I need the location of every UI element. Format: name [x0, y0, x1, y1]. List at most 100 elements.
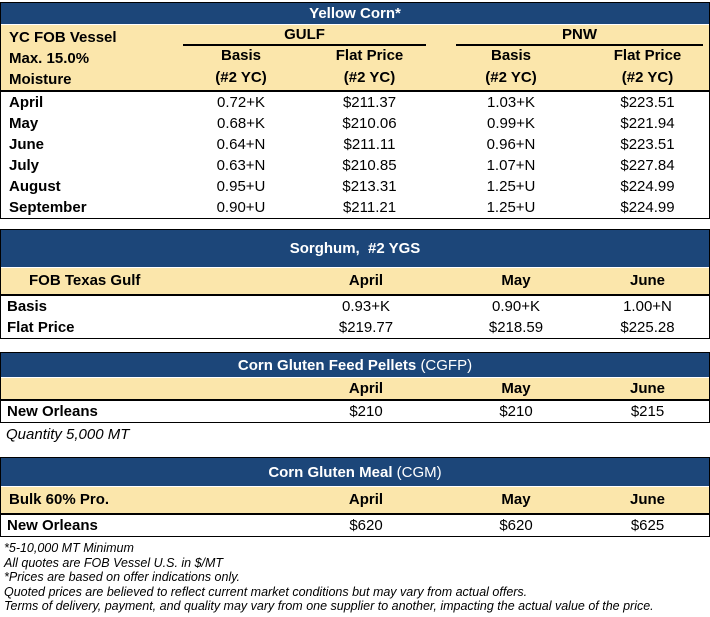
cgm-table: Corn Gluten Meal (CGM) Bulk 60% Pro. Apr… [0, 457, 710, 537]
yellow-corn-title: Yellow Corn* [309, 5, 401, 22]
gulf-flat-price-value: $210.06 [342, 115, 397, 132]
row-label: New Orleans [7, 517, 98, 534]
cgm-title: Corn Gluten Meal [268, 463, 393, 481]
month-label: July [9, 157, 40, 174]
spacer [0, 219, 710, 229]
gulf-flat-price-value: $211.11 [343, 136, 396, 153]
footnote-minimum: *5-10,000 MT Minimum [4, 541, 134, 555]
table-row: Flat Price $219.77 $218.59 $225.28 [1, 317, 709, 338]
may-value: $218.59 [488, 319, 544, 336]
month-header-may: May [501, 491, 531, 508]
table-row: September 0.90+U $211.21 1.25+U $224.99 [1, 197, 709, 218]
june-value: $625 [630, 517, 665, 534]
table-row: Basis 0.93+K 0.90+K 1.00+N [1, 296, 709, 317]
gulf-flat-price-value: $213.31 [342, 178, 397, 195]
june-value: $215 [630, 403, 665, 420]
cgfp-title-paren: (CGFP) [420, 356, 473, 374]
cgfp-table: Corn Gluten Feed Pellets (CGFP) April Ma… [0, 352, 710, 423]
gulf-group-header: GULF [183, 25, 426, 46]
month-label: September [9, 199, 87, 216]
cgm-side-label: Bulk 60% Pro. [9, 491, 110, 508]
yc-side-label: YC FOB Vessel Max. 15.0% Moisture [1, 25, 179, 90]
april-value: $620 [349, 517, 383, 534]
pnw-basis-value: 1.25+U [486, 178, 536, 195]
pnw-flat-price-header: Flat Price [613, 47, 682, 64]
june-value: $225.28 [620, 319, 675, 336]
pnw-group-header: PNW [456, 25, 703, 46]
pnw-basis-grade: (#2 YC) [485, 69, 537, 86]
month-header-june: June [629, 272, 665, 289]
sorghum-header-bar: Sorghum, #2 YGS [1, 230, 709, 268]
sorghum-side-label: FOB Texas Gulf [29, 272, 141, 289]
yc-column-header-area: GULF PNW Basis Flat Price Basis Flat Pri… [179, 25, 709, 90]
table-row: New Orleans $620 $620 $625 [1, 515, 709, 536]
cgm-header-bar: Corn Gluten Meal (CGM) [1, 458, 709, 487]
table-row: July 0.63+N $210.85 1.07+N $227.84 [1, 155, 709, 176]
pnw-flat-price-value: $223.51 [620, 136, 675, 153]
yellow-corn-table: Yellow Corn* YC FOB Vessel Max. 15.0% Mo… [0, 2, 710, 219]
month-header-april: April [348, 491, 384, 508]
pnw-flat-price-value: $224.99 [620, 199, 675, 216]
table-row: June 0.64+N $211.11 0.96+N $223.51 [1, 134, 709, 155]
footnote-indications: *Prices are based on offer indications o… [4, 570, 241, 585]
cgfp-side-label [1, 378, 286, 399]
cgm-column-headers: Bulk 60% Pro. April May June [1, 487, 709, 515]
pnw-flat-price-value: $223.51 [620, 94, 675, 111]
may-value: $210 [499, 403, 533, 420]
month-label: April [9, 94, 44, 111]
pnw-basis-value: 0.96+N [486, 136, 536, 153]
footnote-terms: Terms of delivery, payment, and quality … [4, 599, 654, 614]
yc-subheader-grade-row: (#2 YC) (#2 YC) (#2 YC) (#2 YC) [179, 67, 709, 89]
may-value: $620 [499, 517, 533, 534]
sorghum-table: Sorghum, #2 YGS FOB Texas Gulf April May… [0, 229, 710, 339]
may-value: 0.90+K [492, 298, 540, 315]
gulf-basis-value: 0.90+U [216, 199, 266, 216]
pnw-basis-header: Basis [490, 47, 532, 64]
pnw-flat-price-grade: (#2 YC) [621, 69, 674, 86]
yc-side-label-line2: Max. 15.0% [9, 50, 90, 67]
yellow-corn-header-bar: Yellow Corn* [1, 3, 709, 25]
yellow-corn-body: April 0.72+K $211.37 1.03+K $223.51 May … [1, 92, 709, 218]
gulf-basis-value: 0.68+K [217, 115, 265, 132]
pnw-basis-value: 1.25+U [486, 199, 536, 216]
month-header-june: June [629, 491, 665, 508]
pnw-flat-price-value: $224.99 [620, 178, 675, 195]
month-label: June [9, 136, 45, 153]
footnote-fob-vessel: All quotes are FOB Vessel U.S. in $/MT [4, 555, 224, 570]
cgfp-quantity-note: Quantity 5,000 MT [6, 426, 130, 443]
spacer [0, 339, 710, 352]
pnw-basis-value: 1.03+K [487, 94, 535, 111]
pnw-flat-price-value: $221.94 [620, 115, 675, 132]
gulf-basis-header: Basis [220, 47, 262, 64]
gulf-basis-value: 0.64+N [216, 136, 266, 153]
gulf-flat-price-value: $211.37 [342, 94, 397, 111]
row-label: Flat Price [7, 319, 75, 336]
footnotes: *5-10,000 MT Minimum All quotes are FOB … [0, 541, 710, 614]
month-header-may: May [501, 380, 531, 397]
pnw-flat-price-value: $227.84 [620, 157, 675, 174]
table-row: August 0.95+U $213.31 1.25+U $224.99 [1, 176, 709, 197]
cgm-title-paren: (CGM) [396, 463, 442, 481]
gulf-basis-value: 0.95+U [216, 178, 266, 195]
month-label: August [9, 178, 61, 195]
sorghum-title: Sorghum, #2 YGS [289, 240, 421, 257]
month-header-may: May [501, 272, 531, 289]
cgfp-header-bar: Corn Gluten Feed Pellets (CGFP) [1, 353, 709, 378]
month-label: May [9, 115, 39, 132]
gulf-basis-value: 0.63+N [216, 157, 266, 174]
yellow-corn-column-headers: YC FOB Vessel Max. 15.0% Moisture GULF P… [1, 25, 709, 92]
cgfp-column-headers: April May June [1, 378, 709, 401]
april-value: $219.77 [338, 319, 394, 336]
gulf-flat-price-header: Flat Price [335, 47, 404, 64]
table-row: New Orleans $210 $210 $215 [1, 401, 709, 422]
gulf-basis-grade: (#2 YC) [215, 69, 267, 86]
june-value: 1.00+N [623, 298, 672, 315]
month-header-june: June [629, 380, 665, 397]
sorghum-column-headers: FOB Texas Gulf April May June [1, 268, 709, 296]
gulf-flat-price-grade: (#2 YC) [343, 69, 396, 86]
month-header-april: April [348, 272, 384, 289]
row-label: Basis [7, 298, 48, 315]
april-value: $210 [349, 403, 383, 420]
table-row: May 0.68+K $210.06 0.99+K $221.94 [1, 113, 709, 134]
